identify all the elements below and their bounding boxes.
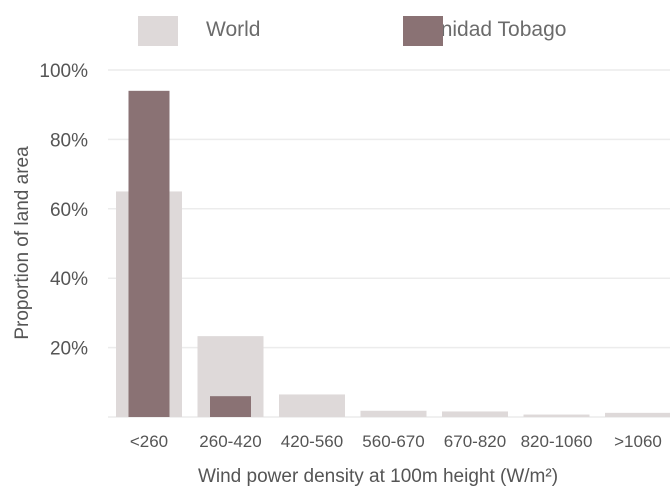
bar-world	[523, 414, 590, 417]
x-tick-label: 820-1060	[521, 432, 593, 451]
y-tick-label: 100%	[39, 61, 88, 82]
y-tick-label: 20%	[50, 339, 88, 360]
x-tick-label: <260	[130, 432, 168, 451]
legend-swatch-trinidad	[403, 16, 443, 46]
bar-world	[442, 411, 508, 417]
y-tick-label: 80%	[50, 130, 88, 151]
bar-world	[360, 410, 427, 417]
legend-swatch-world	[138, 16, 178, 46]
x-tick-label: >1060	[614, 432, 662, 451]
x-tick-label: 670-820	[444, 432, 506, 451]
y-tick-label: 40%	[50, 269, 88, 290]
x-tick-label: 260-420	[199, 432, 261, 451]
bar-trinidad-tobago	[128, 90, 170, 417]
x-axis-title: Wind power density at 100m height (W/m²)	[198, 466, 558, 487]
bar-world	[605, 412, 670, 417]
bar-trinidad-tobago	[210, 396, 251, 417]
legend-label-world: World	[206, 18, 261, 41]
bar-world	[279, 394, 345, 417]
x-tick-label: 560-670	[362, 432, 424, 451]
y-axis-title: Proportion of land area	[12, 146, 33, 340]
y-tick-label: 60%	[50, 200, 88, 221]
x-tick-label: 420-560	[281, 432, 343, 451]
legend-label-trinidad: Trinidad Tobago	[417, 18, 567, 41]
